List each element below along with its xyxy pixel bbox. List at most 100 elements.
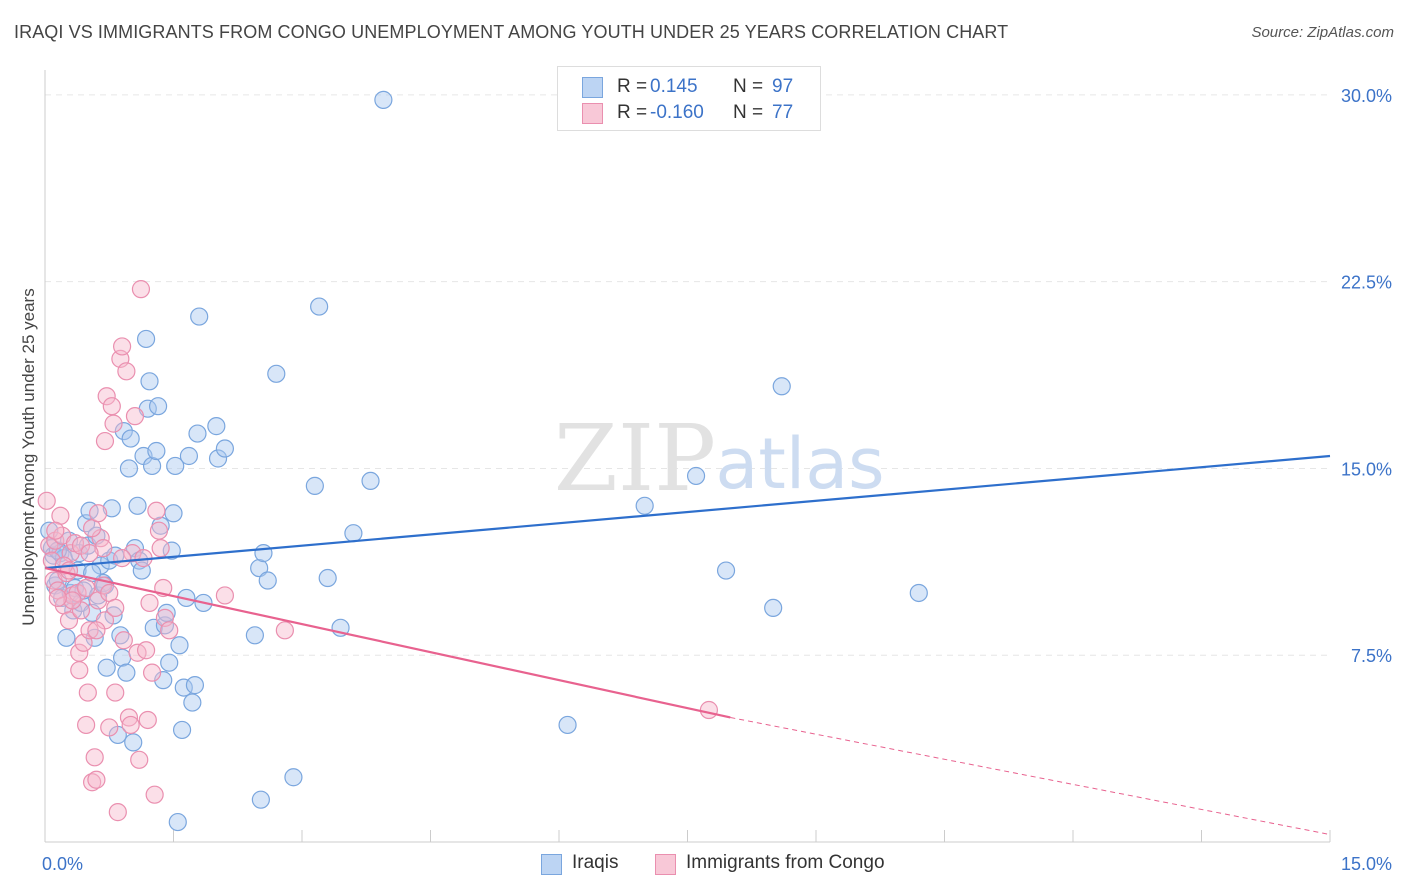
iraqis-point: [162, 541, 181, 560]
iraqis-point: [164, 504, 183, 523]
congo-point: [104, 414, 123, 433]
congo-point: [151, 539, 170, 558]
iraqis-trend-line: [44, 454, 1331, 570]
iraqis-point: [190, 307, 209, 326]
y-axis-label: Unemployment Among Youth under 25 years: [19, 288, 38, 626]
tick-label-layer: 7.5% 15.0% 22.5% 30.0% 0.0% 15.0%: [42, 86, 1392, 874]
congo-point: [121, 715, 140, 735]
congo-point: [85, 748, 104, 767]
congo-point: [78, 683, 97, 702]
chart-title: IRAQI VS IMMIGRANTS FROM CONGO UNEMPLOYM…: [14, 22, 1009, 42]
iraqis-point: [148, 397, 168, 416]
chart-source: Source: ZipAtlas.com: [1251, 24, 1394, 41]
y-tick-label: 30.0%: [1341, 86, 1392, 106]
iraqis-point: [124, 733, 143, 752]
iraqis-point: [172, 720, 192, 740]
iraqis-point: [119, 459, 139, 478]
iraqis-point: [258, 571, 277, 590]
iraqis-point: [114, 421, 133, 441]
n-value: 97: [772, 76, 794, 97]
x-tick-label: 0.0%: [42, 854, 83, 874]
iraqis-point: [361, 471, 380, 491]
congo-point: [140, 593, 159, 613]
congo-point: [48, 588, 67, 608]
iraqis-point: [284, 768, 303, 787]
iraqis-point: [251, 790, 270, 809]
iraqis-point: [142, 456, 162, 476]
iraqis-point: [166, 456, 185, 476]
congo-trend-extension: [730, 716, 1331, 836]
iraqis-point: [764, 598, 783, 618]
iraqis-point: [168, 812, 187, 832]
iraqis-point: [64, 601, 83, 620]
iraqis-point: [111, 626, 130, 645]
iraqis-point: [686, 466, 706, 486]
iraqis-point: [772, 377, 791, 396]
iraqis-point: [318, 568, 337, 588]
congo-point: [112, 549, 132, 568]
iraqis-point: [635, 496, 654, 515]
iraqis-point: [188, 424, 207, 443]
iraqis-point: [305, 476, 324, 495]
congo-point: [77, 715, 96, 735]
congo-point: [106, 683, 125, 702]
iraqis-point: [267, 364, 286, 383]
iraqis-point: [112, 648, 132, 667]
iraqis-legend-label: Iraqis: [572, 852, 619, 873]
congo-point: [97, 387, 116, 406]
axes-layer: [44, 70, 1331, 843]
congo-point: [37, 491, 56, 510]
congo-point: [87, 621, 106, 640]
iraqis-point: [102, 499, 121, 518]
congo-swatch: [582, 103, 603, 124]
congo-point: [117, 362, 136, 381]
y-tick-label: 22.5%: [1341, 273, 1392, 293]
grid-layer: [45, 94, 1330, 656]
congo-point: [106, 598, 125, 618]
iraqis-point: [104, 606, 123, 625]
congo-point: [46, 521, 65, 540]
y-tick-label: 15.0%: [1341, 459, 1392, 479]
congo-point: [142, 663, 162, 682]
congo-legend-label: Immigrants from Congo: [686, 852, 885, 873]
iraqis-point: [310, 297, 329, 316]
congo-point: [100, 718, 119, 737]
iraqis-point: [128, 496, 147, 515]
congo-point: [89, 504, 108, 523]
iraqis-point: [179, 446, 199, 466]
iraqis-point: [170, 636, 189, 655]
congo-point: [87, 770, 106, 789]
congo-point: [147, 501, 166, 520]
iraqis-point: [208, 449, 228, 468]
iraqis-point: [909, 583, 928, 603]
congo-point: [119, 708, 139, 727]
congo-point: [59, 611, 79, 630]
iraqis-point: [215, 439, 234, 458]
r-label: R =: [617, 76, 648, 97]
congo-point: [145, 785, 164, 804]
congo-point: [160, 621, 179, 640]
iraqis-point: [136, 329, 156, 349]
r-label: R =: [617, 102, 648, 123]
congo-point: [136, 641, 156, 660]
iraqis-point: [558, 715, 577, 735]
iraqis-point: [140, 372, 159, 391]
congo-point: [112, 337, 132, 356]
watermark: ZIP atlas: [554, 405, 885, 512]
iraqis-point: [250, 558, 269, 578]
r-value: -0.160: [650, 102, 704, 123]
congo-point: [102, 397, 121, 416]
congo-point: [130, 750, 149, 769]
iraqis-point: [160, 653, 179, 672]
y-tick-label: 7.5%: [1351, 646, 1392, 666]
congo-point: [275, 621, 294, 640]
r-value: 0.145: [650, 76, 698, 97]
congo-trend-line: [44, 566, 731, 719]
congo-point: [125, 407, 145, 426]
congo-point: [70, 661, 89, 680]
congo-point: [80, 621, 99, 640]
iraqis-point: [97, 658, 116, 677]
congo-point: [131, 280, 151, 299]
iraqis-legend-swatch: [541, 854, 562, 875]
